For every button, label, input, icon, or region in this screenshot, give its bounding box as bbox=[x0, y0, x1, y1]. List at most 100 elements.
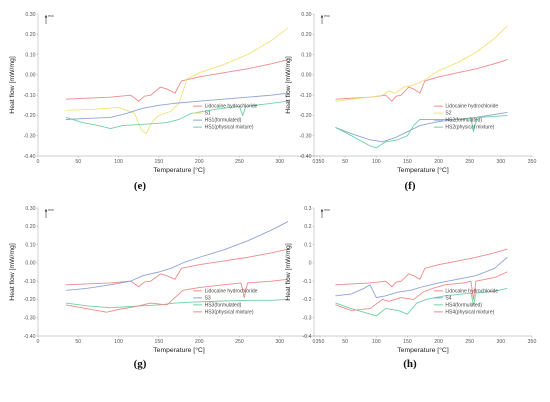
y-axis-title: Heat flow [mW/mg] bbox=[285, 243, 292, 301]
x-axis-title: Temperature [°C] bbox=[153, 346, 205, 354]
y-tick-label: -0.40 bbox=[24, 154, 36, 160]
y-tick-label: -0.10 bbox=[300, 93, 312, 99]
legend-label: Lidocaine hydrochloride bbox=[445, 288, 498, 294]
y-tick-label: 0 bbox=[309, 261, 312, 267]
legend-label: HS4(formulated) bbox=[445, 302, 482, 308]
series-line-4 bbox=[65, 278, 289, 313]
x-tick-label: 350 bbox=[528, 159, 537, 165]
y-tick-label: 0.10 bbox=[25, 52, 35, 58]
y-tick-label: -0.20 bbox=[24, 113, 36, 119]
x-tick-label: 200 bbox=[434, 339, 443, 345]
series-line-3 bbox=[335, 288, 508, 317]
legend-label: HS4(physical mixture) bbox=[445, 309, 494, 315]
y-tick-label: -0.30 bbox=[24, 134, 36, 140]
chart-panel-e: 0.300.200.100.00-0.10-0.20-0.30-0.400 50 1… bbox=[9, 12, 324, 192]
exo-arrowhead-icon bbox=[44, 14, 48, 18]
x-tick-label: 150 bbox=[155, 339, 164, 345]
x-tick-label: 300 bbox=[275, 159, 284, 165]
x-tick-label: 0 bbox=[37, 159, 40, 165]
exo-arrowhead-icon bbox=[44, 208, 48, 212]
x-tick-label: 150 bbox=[403, 339, 412, 345]
legend-label: HS2(formulated) bbox=[445, 118, 482, 124]
x-tick-label: 300 bbox=[497, 339, 506, 345]
x-tick-label: 0 bbox=[37, 339, 40, 345]
chart-panel-h: 0.30.20.10-0.1-0.2-0.3-0.40 50 100 150 200 25… bbox=[285, 206, 536, 370]
x-tick-label: 250 bbox=[465, 339, 474, 345]
y-tick-label: 0.10 bbox=[301, 52, 311, 58]
legend-label: HS2(physical mixture) bbox=[445, 125, 494, 131]
series-line-4 bbox=[65, 100, 289, 130]
series-line-2 bbox=[65, 27, 289, 135]
x-tick-label: 350 bbox=[528, 339, 537, 345]
x-tick-label: 0 bbox=[313, 159, 316, 165]
y-tick-label: -0.10 bbox=[24, 279, 36, 285]
y-tick-label: -0.30 bbox=[24, 316, 36, 322]
panel-caption: (g) bbox=[134, 358, 147, 370]
panel-caption: (h) bbox=[403, 358, 417, 370]
y-tick-label: -0.30 bbox=[300, 134, 312, 140]
x-axis-title: Temperature [°C] bbox=[397, 166, 449, 174]
x-tick-label: 0 bbox=[313, 339, 316, 345]
series-line-3 bbox=[65, 298, 289, 309]
series-line-2 bbox=[65, 221, 289, 291]
x-tick-label: 350 bbox=[316, 159, 325, 165]
series-line-1 bbox=[65, 248, 289, 288]
x-tick-label: 200 bbox=[195, 339, 204, 345]
chart-panel-g: 0.300.200.100.00-0.10-0.20-0.30-0.400 50 1… bbox=[9, 206, 324, 370]
x-tick-label: 350 bbox=[316, 339, 325, 345]
y-tick-label: -0.20 bbox=[24, 297, 36, 303]
x-tick-label: 300 bbox=[275, 339, 284, 345]
y-tick-label: 0.30 bbox=[25, 206, 35, 212]
panel-caption: (f) bbox=[405, 180, 416, 192]
x-tick-label: 150 bbox=[403, 159, 412, 165]
x-tick-label: 50 bbox=[75, 159, 81, 165]
y-axis-title: Heat flow [mW/mg] bbox=[9, 243, 16, 301]
legend-label: Lidocaine hydrochloride bbox=[205, 288, 258, 294]
legend-label: S2 bbox=[445, 111, 451, 117]
y-tick-label: -0.4 bbox=[303, 334, 312, 340]
x-tick-label: 50 bbox=[75, 339, 81, 345]
legend-label: HS1(formulated) bbox=[205, 118, 242, 124]
y-tick-label: 0.20 bbox=[25, 224, 35, 230]
series-line-4 bbox=[335, 114, 508, 149]
exo-label: exo bbox=[324, 208, 330, 212]
legend-label: HS3(formulated) bbox=[205, 302, 242, 308]
y-tick-label: 0.20 bbox=[301, 32, 311, 38]
y-tick-label: 0.3 bbox=[304, 206, 311, 212]
x-tick-label: 100 bbox=[372, 339, 381, 345]
x-tick-label: 250 bbox=[465, 159, 474, 165]
x-tick-label: 50 bbox=[342, 159, 348, 165]
x-tick-label: 150 bbox=[155, 159, 164, 165]
exo-arrowhead-icon bbox=[320, 14, 324, 18]
legend-label: HS3(physical mixture) bbox=[205, 309, 254, 315]
y-tick-label: 0.20 bbox=[25, 32, 35, 38]
legend-label: S4 bbox=[445, 295, 451, 301]
x-tick-label: 100 bbox=[114, 339, 123, 345]
y-tick-label: 0.30 bbox=[25, 12, 35, 18]
legend-label: Lidocaine hydrochloride bbox=[445, 104, 498, 110]
x-axis-title: Temperature [°C] bbox=[397, 346, 449, 354]
x-tick-label: 250 bbox=[235, 159, 244, 165]
x-tick-label: 200 bbox=[434, 159, 443, 165]
y-tick-label: 0.10 bbox=[25, 242, 35, 248]
x-tick-label: 100 bbox=[114, 159, 123, 165]
series-line-1 bbox=[335, 59, 508, 102]
panel-caption: (e) bbox=[134, 180, 147, 192]
y-tick-label: 0.00 bbox=[25, 261, 35, 267]
y-tick-label: 0.30 bbox=[301, 12, 311, 18]
chart-panel-f: 0.30 0.20 0.10 0.00 -0.10 -0.20 -0.30 -0.400 50 1… bbox=[285, 12, 536, 192]
y-axis-title: Heat flow [mW/mg] bbox=[9, 56, 16, 114]
y-tick-label: -0.40 bbox=[24, 334, 36, 340]
series-line-2 bbox=[335, 256, 508, 299]
series-line-1 bbox=[65, 59, 289, 102]
x-tick-label: 50 bbox=[342, 339, 348, 345]
x-tick-label: 100 bbox=[372, 159, 381, 165]
x-tick-label: 250 bbox=[235, 339, 244, 345]
legend-label: HS1(physical mixture) bbox=[205, 125, 254, 131]
y-tick-label: -0.10 bbox=[24, 93, 36, 99]
series-line-2 bbox=[335, 25, 508, 102]
legend-label: S1 bbox=[205, 111, 211, 117]
series-line-1 bbox=[335, 248, 508, 288]
y-axis-title: Heat flow [mW/mg] bbox=[285, 56, 292, 114]
